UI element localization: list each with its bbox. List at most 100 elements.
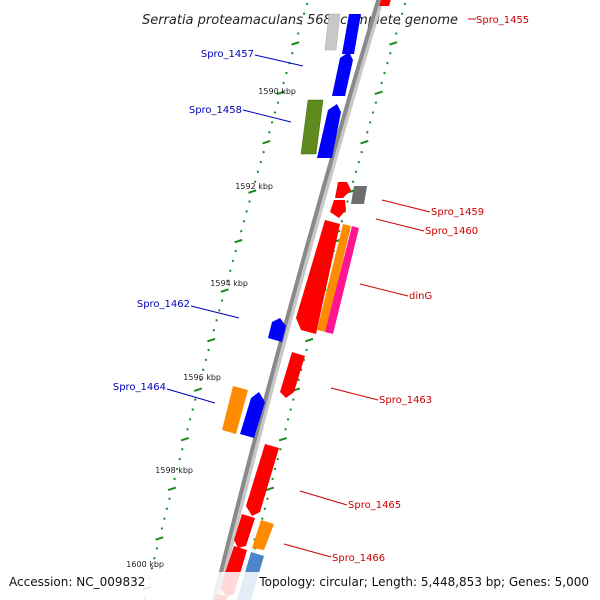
gene-spro-1460[interactable] — [330, 200, 346, 218]
gene-orange-1464[interactable] — [222, 386, 248, 434]
tick-left-mark — [150, 567, 154, 570]
tick-right-mark — [278, 437, 288, 442]
tick-left-mark — [193, 387, 203, 392]
tick-right-mark — [297, 378, 300, 382]
gene-spro-1462[interactable] — [268, 318, 286, 342]
tick-left-mark — [291, 41, 300, 46]
tick-right-mark — [305, 337, 314, 343]
label-spro-1458[interactable]: Spro_1458 — [189, 105, 242, 116]
gene-orange-long[interactable] — [317, 224, 351, 332]
leader-spro-1465 — [299, 490, 348, 506]
tick-right-mark — [360, 140, 369, 145]
tick-left-mark — [155, 547, 159, 550]
tick-left-mark — [276, 101, 280, 104]
gene-spro-1455[interactable] — [379, 0, 392, 6]
tick-left-mark — [296, 32, 300, 35]
tick-left-mark — [173, 477, 176, 481]
gene-grey-small[interactable] — [351, 186, 367, 204]
tick-right-mark — [386, 61, 389, 65]
tick-right-mark — [305, 348, 308, 352]
gene-spro-1463[interactable] — [280, 352, 305, 398]
label-spro-1455[interactable]: Spro_1455 — [476, 15, 529, 26]
tick-left-mark — [268, 131, 271, 134]
tick-right-mark — [360, 150, 363, 154]
backbone-line — [211, 0, 381, 600]
label-spro-1464[interactable]: Spro_1464 — [113, 382, 166, 393]
tick-left-mark — [262, 140, 271, 145]
tick-right-mark — [284, 428, 287, 431]
gene-magenta-long[interactable] — [325, 226, 359, 334]
tick-left-mark — [163, 517, 166, 520]
kbp-label-1590: 1590 kbp — [258, 87, 296, 96]
tick-right-mark — [371, 111, 375, 114]
leader-spro-1462 — [190, 305, 240, 319]
tick-right-mark — [400, 12, 404, 15]
tick-left-mark — [273, 111, 277, 114]
leader-spro-1459 — [381, 199, 431, 213]
footer-bar — [0, 572, 600, 600]
tick-left-mark — [270, 121, 274, 124]
tick-left-mark — [194, 398, 197, 401]
tick-left-mark — [188, 418, 192, 421]
tick-right-mark — [346, 200, 349, 203]
tick-left-mark — [199, 378, 202, 382]
gene-spro-1464[interactable] — [240, 392, 265, 438]
gene-spro-1456[interactable] — [342, 14, 361, 54]
gene-spro-1466[interactable] — [252, 520, 274, 550]
gene-red-1466a[interactable] — [234, 514, 255, 548]
tick-right-mark — [337, 229, 341, 233]
tick-left-mark — [262, 150, 265, 154]
tick-right-mark — [368, 121, 372, 124]
label-spro-1463[interactable]: Spro_1463 — [379, 395, 432, 406]
tick-right-mark — [397, 22, 401, 25]
label-spro-1466[interactable]: Spro_1466 — [332, 553, 385, 564]
gene-olive-block[interactable] — [300, 99, 324, 155]
tick-right-mark — [261, 517, 264, 520]
tick-right-mark — [394, 32, 398, 35]
label-spro-1459[interactable]: Spro_1459 — [431, 207, 484, 218]
tick-right-mark — [286, 418, 290, 421]
kbp-label-1594: 1594 kbp — [210, 279, 248, 288]
tick-left-mark — [228, 269, 232, 273]
gene-ding[interactable] — [296, 220, 340, 334]
tick-right-mark — [380, 81, 383, 85]
tick-right-mark — [389, 51, 392, 55]
gene-grey-block[interactable] — [324, 13, 341, 51]
tick-left-mark — [282, 81, 285, 85]
tick-left-mark — [175, 467, 179, 471]
tick-left-mark — [305, 2, 309, 6]
label-spro-1462[interactable]: Spro_1462 — [137, 299, 190, 310]
tick-left-mark — [220, 299, 224, 302]
tick-right-mark — [374, 101, 378, 104]
tick-left-mark — [220, 288, 229, 293]
tick-left-mark — [204, 358, 208, 362]
tick-left-mark — [181, 447, 184, 451]
tick-right-mark — [263, 507, 267, 510]
tick-left-mark — [248, 200, 251, 203]
tick-left-mark — [165, 507, 169, 510]
kbp-label-1596: 1596 kbp — [183, 373, 221, 382]
tick-right-mark — [266, 497, 269, 501]
gene-spro-1459[interactable] — [335, 182, 351, 198]
label-spro-1460[interactable]: Spro_1460 — [425, 226, 478, 237]
tick-left-mark — [191, 408, 194, 411]
gene-spro-1457[interactable] — [332, 52, 353, 96]
leader-spro-1464 — [166, 388, 216, 404]
gene-spro-1458[interactable] — [317, 104, 341, 158]
tick-left-mark — [248, 189, 257, 194]
topology-text: Topology: circular; Length: 5,448,853 bp… — [258, 575, 589, 589]
label-spro-1457[interactable]: Spro_1457 — [201, 49, 254, 60]
leader-spro-1460 — [375, 218, 425, 232]
label-ding[interactable]: dinG — [409, 291, 432, 302]
tick-left-mark — [231, 259, 235, 263]
tick-left-mark — [291, 51, 294, 55]
tick-left-mark — [256, 170, 260, 174]
leader-ding — [359, 283, 409, 297]
gene-spro-1465[interactable] — [246, 444, 279, 516]
tick-left-mark — [302, 12, 306, 15]
label-spro-1465[interactable]: Spro_1465 — [348, 500, 401, 511]
tick-left-mark — [207, 337, 216, 343]
tick-left-mark — [178, 457, 181, 461]
kbp-label-1600: 1600 kbp — [126, 560, 164, 569]
tick-left-mark — [160, 527, 164, 530]
